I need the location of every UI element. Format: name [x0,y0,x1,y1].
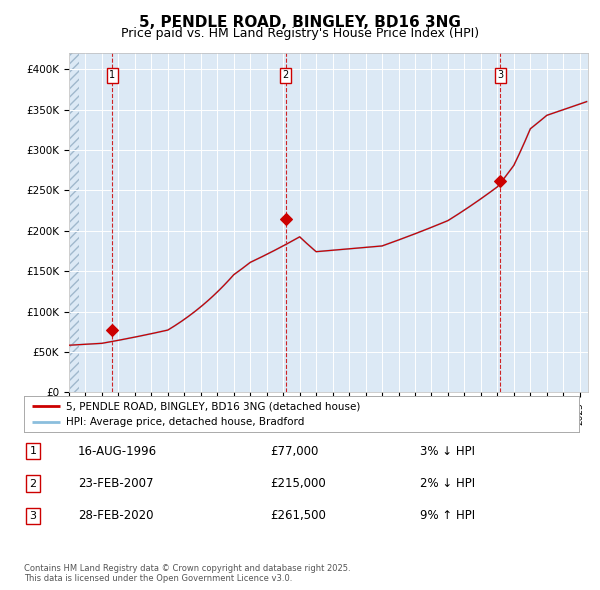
Text: 3: 3 [29,511,37,521]
Text: 2: 2 [283,70,289,80]
Text: 28-FEB-2020: 28-FEB-2020 [78,509,154,523]
Text: 23-FEB-2007: 23-FEB-2007 [78,477,154,490]
Text: 9% ↑ HPI: 9% ↑ HPI [420,509,475,523]
Text: £77,000: £77,000 [270,444,319,458]
Text: 1: 1 [109,70,115,80]
Point [495,176,505,186]
Text: 5, PENDLE ROAD, BINGLEY, BD16 3NG (detached house): 5, PENDLE ROAD, BINGLEY, BD16 3NG (detac… [65,401,360,411]
Text: £215,000: £215,000 [270,477,326,490]
Text: Price paid vs. HM Land Registry's House Price Index (HPI): Price paid vs. HM Land Registry's House … [121,27,479,40]
Point [281,214,290,224]
Point [107,326,117,335]
Text: 3% ↓ HPI: 3% ↓ HPI [420,444,475,458]
Text: 2: 2 [29,478,37,489]
Text: HPI: Average price, detached house, Bradford: HPI: Average price, detached house, Brad… [65,417,304,427]
Text: 2% ↓ HPI: 2% ↓ HPI [420,477,475,490]
Text: £261,500: £261,500 [270,509,326,523]
Text: 1: 1 [29,446,37,456]
Text: 3: 3 [497,70,503,80]
Text: 5, PENDLE ROAD, BINGLEY, BD16 3NG: 5, PENDLE ROAD, BINGLEY, BD16 3NG [139,15,461,30]
Text: 16-AUG-1996: 16-AUG-1996 [78,444,157,458]
Text: Contains HM Land Registry data © Crown copyright and database right 2025.
This d: Contains HM Land Registry data © Crown c… [24,563,350,583]
